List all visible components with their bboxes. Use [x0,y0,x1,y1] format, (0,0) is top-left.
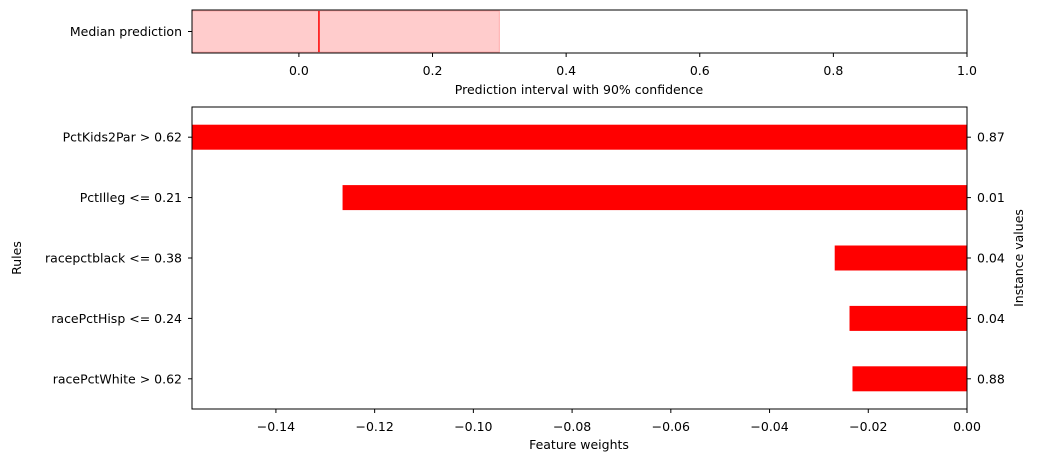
weight-bars [192,124,967,392]
weights-x-tick-label: −0.08 [553,419,591,434]
instance-value-label: 0.01 [977,190,1005,205]
interval-x-tick-label: 0.4 [556,63,576,78]
category-label: PctIlleg <= 0.21 [80,190,182,205]
interval-x-tick-label: 0.8 [823,63,843,78]
interval-panel: 0.0 0.2 0.4 0.6 0.8 1.0 Median prediction Pre… [70,9,977,97]
weights-x-tick-label: 0.00 [953,419,981,434]
weights-y-axis-label: Rules [9,241,24,275]
weights-panel: PctKids2Par > 0.62 PctIlleg <= 0.21 racepc… [9,106,1026,452]
interval-marks [191,10,500,53]
weight-bar [834,245,967,271]
instance-value-label: 0.88 [977,371,1005,386]
interval-x-axis-label: Prediction interval with 90% confidence [455,82,704,97]
instance-values-axis-label: Instance values [1011,209,1026,307]
weights-x-tick-label: −0.06 [652,419,690,434]
interval-x-ticks: 0.0 0.2 0.4 0.6 0.8 1.0 [289,53,977,78]
weights-x-tick-label: −0.04 [750,419,788,434]
weight-bar [849,305,967,331]
weights-x-ticks: −0.14 −0.12 −0.10 −0.08 −0.06 −0.04 −0.02 0.00 [257,409,981,434]
weight-bar [852,366,967,392]
category-label: PctKids2Par > 0.62 [63,130,182,145]
instance-value-label: 0.87 [977,130,1005,145]
weights-x-tick-label: −0.02 [849,419,887,434]
weight-bar [342,185,967,211]
interval-category-label: Median prediction [70,24,182,39]
weights-x-axis-label: Feature weights [529,437,629,452]
instance-value-label: 0.04 [977,251,1005,266]
weights-x-tick-label: −0.12 [355,419,393,434]
weights-x-tick-label: −0.14 [257,419,295,434]
interval-x-tick-label: 1.0 [957,63,977,78]
interval-x-tick-label: 0.2 [423,63,443,78]
category-label: racePctHisp <= 0.24 [51,311,182,326]
category-label: racePctWhite > 0.62 [53,371,182,386]
instance-value-label: 0.04 [977,311,1005,326]
weight-category-labels: PctKids2Par > 0.62 PctIlleg <= 0.21 racepc… [45,130,192,386]
category-label: racepctblack <= 0.38 [45,251,182,266]
weight-bar [192,124,967,150]
weights-x-tick-label: −0.10 [454,419,492,434]
interval-x-tick-label: 0.6 [690,63,710,78]
instance-value-labels: 0.87 0.01 0.04 0.04 0.88 [967,130,1005,386]
interval-band [191,10,500,53]
interval-x-tick-label: 0.0 [289,63,309,78]
